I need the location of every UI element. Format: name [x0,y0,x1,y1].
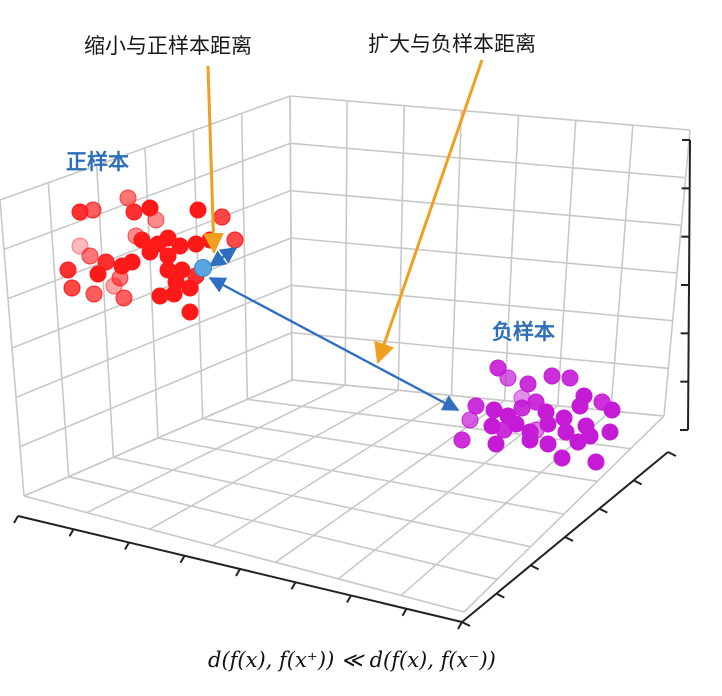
positive-sample-point [151,287,169,305]
positive-sample-point [181,303,199,321]
positive-sample-point [105,277,123,295]
grid-line [202,417,598,483]
negative-sample-point [561,369,579,387]
positive-sample-point [85,285,103,303]
grid-line [289,95,691,131]
grid-line [290,142,686,179]
negative-cluster-label: 负样本 [492,320,555,344]
x-axis-tick [457,621,463,630]
positive-sample-point [165,285,183,303]
positive-sample-point [201,231,219,249]
x-axis-tick [346,595,352,603]
distance-formula: d(f(x), f(x⁺)) ≪ d(f(x), f(x⁻)) [208,648,496,672]
x-axis-tick [13,515,19,524]
y-axis-tick [633,479,643,486]
positive-sample-point [59,261,77,279]
negative-sample-point [507,415,525,433]
negative-sample-point [499,369,517,387]
negative-sample-point [603,401,621,419]
positive-sample-point [181,279,199,297]
positive-sample-point [125,203,143,221]
negative-sample-point [543,367,561,385]
shrink-callout-arrow [202,65,224,255]
positive-sample-point [189,201,207,219]
positive-sample-point [123,253,141,271]
x-axis-tick [124,542,130,550]
x-axis-tick [235,568,241,577]
grid-line [291,284,673,322]
anchor-point [194,259,212,277]
expand-distance-label: 扩大与负样本距离 [368,32,536,56]
x-axis-tick [401,608,408,617]
grid-line [19,331,292,448]
negative-sample-point [571,397,589,415]
negative-sample-point [527,421,545,439]
positive-sample-point [147,211,165,229]
grid-line [290,189,682,227]
shrink-distance-label: 缩小与正样本距离 [84,34,252,58]
negative-sample-point [487,435,505,453]
positive-sample-point [97,253,115,271]
y-axis-tick [530,564,540,571]
positive-sample-point [226,231,244,249]
positive-sample-point [115,289,133,307]
positive-sample-point [213,208,231,226]
grid-line [290,237,678,274]
negative-sample-point [461,411,479,429]
negative-sample-point [557,423,575,441]
y-axis-tick [667,451,677,457]
positive-sample-point [71,237,89,255]
y-axis-tick [461,621,471,627]
grid-line [113,456,531,548]
positive-sample-point [89,265,107,283]
y-axis-tick [495,592,505,599]
axes-frame [13,139,691,630]
positive-sample-point [127,227,145,245]
positive-sample-point [141,243,159,261]
negative-sample-cluster [453,359,621,471]
y-axis-tick [598,507,608,514]
negative-sample-point [553,449,571,467]
y-axis-tick [564,536,574,542]
negative-sample-point [601,423,619,441]
grid-line [68,475,498,581]
grid-line [157,437,565,515]
positive-sample-point [187,235,205,253]
negative-sample-point [581,427,599,445]
grid-line [23,495,465,613]
positive-distance-arrow [208,247,238,267]
negative-sample-point [453,431,471,449]
x-axis-tick [179,555,186,564]
x-axis-tick [68,528,75,537]
positive-cluster-label: 正样本 [66,150,129,174]
negative-sample-point [513,389,531,407]
positive-sample-point [159,229,177,247]
negative-sample-point [555,409,573,427]
positive-sample-point [84,201,102,219]
negative-sample-point [539,435,557,453]
x-axis-tick [290,581,297,590]
positive-sample-point [63,279,81,297]
negative-sample-point [587,453,605,471]
negative-distance-arrow [208,276,460,412]
